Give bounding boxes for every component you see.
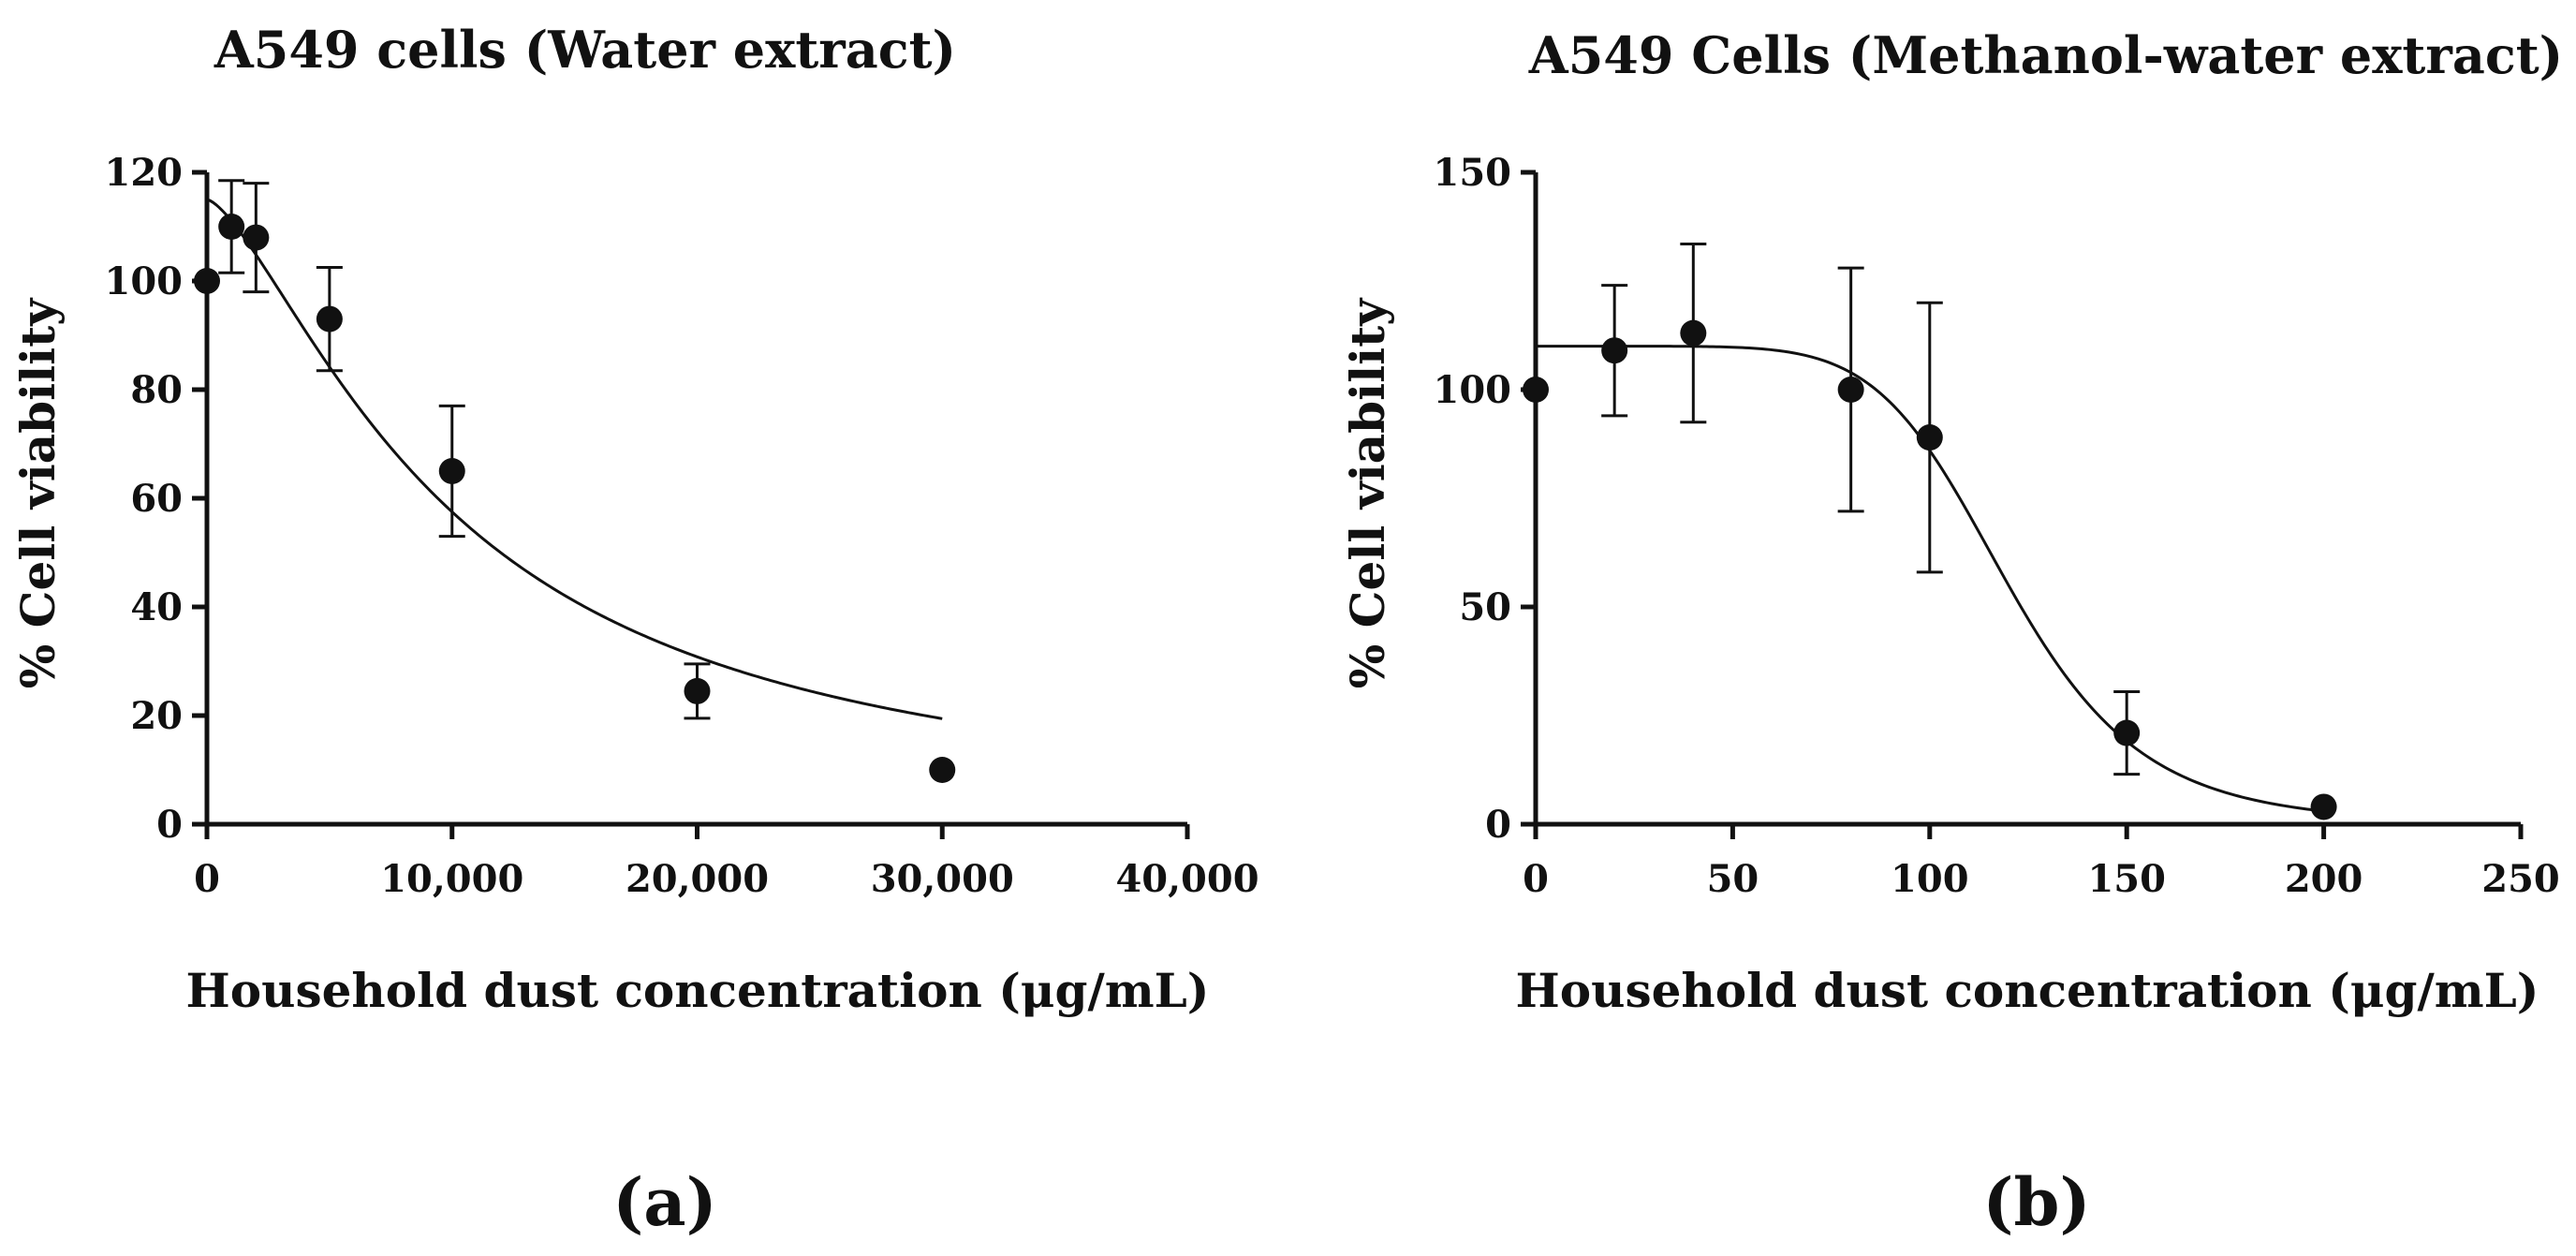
chart-b-data-point (2310, 793, 2337, 820)
chart-b-y-tick-label: 50 (1459, 585, 1511, 629)
chart-a-y-axis-label: % Cell viability (10, 297, 66, 688)
chart-a-panel-label: (a) (612, 1163, 717, 1241)
chart-a-title: A549 cells (Water extract) (213, 20, 956, 80)
chart-a-y-tick-label: 80 (130, 368, 183, 412)
chart-a-data-point (929, 757, 956, 783)
chart-a-data-point (316, 305, 343, 332)
chart-a-x-tick-label: 0 (194, 857, 220, 901)
chart-b-y-tick-label: 150 (1434, 151, 1512, 195)
chart-b-x-tick-label: 150 (2087, 857, 2166, 901)
chart-a-x-axis-label: Household dust concentration (μg/mL) (186, 963, 1210, 1018)
chart-b-x-tick-label: 0 (1523, 857, 1549, 901)
chart-b-x-tick-label: 100 (1891, 857, 1969, 901)
chart-b-y-tick-label: 100 (1434, 368, 1512, 412)
chart-a-data-point (684, 677, 711, 704)
chart-a-data-point (243, 224, 270, 251)
chart-a-y-tick-label: 60 (130, 477, 183, 521)
chart-b-x-tick-label: 200 (2285, 857, 2363, 901)
chart-a-y-tick-label: 20 (130, 694, 183, 738)
chart-panel-a: A549 cells (Water extract) Household dus… (10, 20, 1259, 1241)
chart-a-fit-line (206, 198, 943, 720)
chart-b-data-point (1916, 424, 1943, 451)
chart-a-x-tick-label: 10,000 (380, 857, 523, 901)
chart-a-error-bars (218, 179, 711, 720)
chart-b-data-point (1601, 337, 1628, 364)
chart-b-error-bars (1601, 243, 2141, 776)
chart-b-data-point (1837, 377, 1864, 403)
chart-panel-b: A549 Cells (Methanol-water extract) Hous… (1340, 25, 2563, 1241)
chart-a-y-tick-label: 40 (130, 585, 183, 629)
chart-a-data-point (218, 214, 245, 240)
chart-a-axes: 0 10,000 20,000 30,000 40,000 0 20 40 60 80 100 120 (105, 151, 1259, 901)
chart-b-x-tick-label: 50 (1707, 857, 1759, 901)
chart-b-axes: 0 50 100 150 200 250 0 50 100 150 (1434, 151, 2560, 901)
chart-a-x-tick-label: 20,000 (626, 857, 769, 901)
chart-b-x-axis-label: Household dust concentration (μg/mL) (1516, 963, 2539, 1018)
chart-a-x-tick-label: 40,000 (1115, 857, 1259, 901)
chart-a-y-tick-label: 120 (105, 151, 184, 195)
chart-b-y-axis-label: % Cell viability (1340, 297, 1395, 688)
chart-a-fit-curve (206, 198, 943, 720)
chart-a-data-points (194, 214, 956, 783)
chart-b-data-point (1680, 319, 1707, 347)
chart-b-y-tick-label: 0 (1485, 803, 1511, 847)
chart-b-x-tick-label: 250 (2481, 857, 2560, 901)
chart-b-data-points (1523, 319, 2337, 820)
chart-b-panel-label: (b) (1982, 1163, 2090, 1241)
chart-a-y-tick-label: 100 (105, 259, 184, 303)
chart-b-data-point (2113, 719, 2141, 746)
chart-b-data-point (1523, 377, 1549, 403)
chart-b-title: A549 Cells (Methanol-water extract) (1528, 25, 2563, 85)
chart-a-x-tick-label: 30,000 (871, 857, 1014, 901)
chart-a-data-point (438, 458, 465, 484)
chart-a-data-point (194, 268, 220, 294)
chart-a-y-tick-label: 0 (156, 803, 183, 847)
